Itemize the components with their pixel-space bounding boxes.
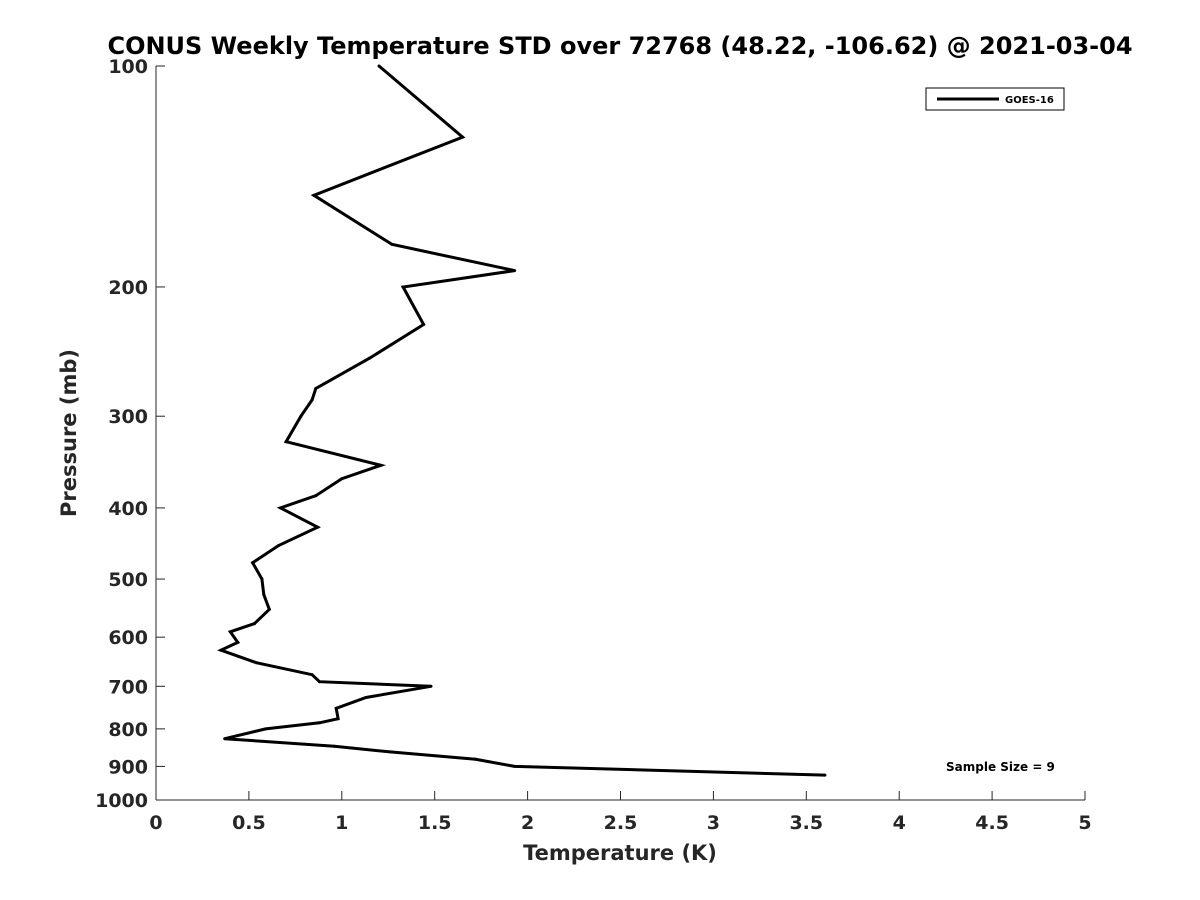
data-point: [279, 506, 282, 510]
y-tick-label: 400: [108, 498, 148, 520]
legend-label-goes-16: GOES-16: [1005, 95, 1054, 106]
data-point: [228, 630, 232, 634]
legend: GOES-16: [925, 87, 1065, 111]
data-point: [260, 577, 264, 581]
data-point: [461, 135, 465, 139]
y-tick-label: 300: [108, 406, 148, 428]
data-point: [318, 680, 321, 684]
data-point: [236, 640, 240, 644]
data-point: [314, 494, 318, 498]
data-point: [474, 757, 478, 761]
x-tick-label: 0.5: [232, 812, 266, 834]
y-tick-label: 700: [108, 676, 148, 698]
data-point: [364, 696, 368, 699]
data-point: [253, 622, 256, 626]
data-point: [223, 737, 227, 741]
y-tick-label: 500: [108, 569, 148, 591]
data-point: [277, 544, 281, 547]
data-point: [401, 285, 405, 289]
data-point: [377, 64, 381, 68]
x-tick-label: 4.5: [975, 812, 1009, 834]
data-point: [310, 398, 314, 402]
data-point: [299, 414, 303, 418]
x-tick-label: 4: [893, 812, 906, 834]
y-tick-label: 100: [108, 56, 148, 78]
data-point: [390, 242, 394, 246]
data-point: [254, 661, 258, 665]
x-tick-label: 5: [1078, 812, 1091, 834]
data-point: [284, 440, 288, 444]
x-tick-label: 2: [521, 812, 534, 834]
x-axis-ticks: 0 0.5 1 1.5 2 2.5 3 3.5 4 4.5 5: [149, 791, 1092, 834]
data-point: [823, 773, 827, 777]
x-tick-label: 0: [149, 812, 162, 834]
data-point: [429, 684, 433, 688]
data-point: [513, 269, 517, 273]
data-point: [388, 750, 392, 754]
chart-title: CONUS Weekly Temperature STD over 72768 …: [107, 32, 1132, 60]
data-point: [251, 561, 255, 565]
y-axis-label: Pressure (mb): [57, 349, 81, 517]
data-point: [334, 706, 338, 710]
data-point: [332, 744, 336, 748]
data-point: [368, 356, 372, 360]
data-point: [340, 477, 344, 481]
data-point: [513, 764, 517, 768]
data-point: [312, 193, 316, 197]
x-tick-label: 3.5: [789, 812, 823, 834]
sample-size-annotation: Sample Size = 9: [946, 760, 1055, 774]
x-tick-label: 1: [335, 812, 348, 834]
x-tick-label: 3: [707, 812, 720, 834]
data-point: [316, 525, 320, 529]
x-axis-label: Temperature (K): [523, 841, 717, 865]
data-point: [262, 593, 266, 597]
series-points-goes-16: [219, 64, 827, 777]
y-tick-label: 200: [108, 277, 148, 299]
plot-area: [156, 66, 1085, 800]
y-axis-ticks: 100 200 300 400 500 600 700 800 900 1000: [95, 56, 165, 812]
data-point: [310, 673, 314, 677]
x-tick-label: 2.5: [604, 812, 638, 834]
y-tick-label: 800: [108, 719, 148, 741]
data-point: [264, 727, 268, 731]
data-point: [336, 717, 340, 721]
data-point: [267, 607, 271, 611]
data-point: [318, 721, 321, 725]
data-point: [379, 463, 383, 467]
y-tick-label: 900: [108, 756, 148, 778]
x-tick-label: 1.5: [418, 812, 452, 834]
y-tick-label: 600: [108, 627, 148, 649]
data-point: [422, 323, 426, 326]
y-tick-label: 1000: [95, 790, 148, 812]
data-point: [314, 387, 318, 390]
data-point: [219, 648, 223, 652]
